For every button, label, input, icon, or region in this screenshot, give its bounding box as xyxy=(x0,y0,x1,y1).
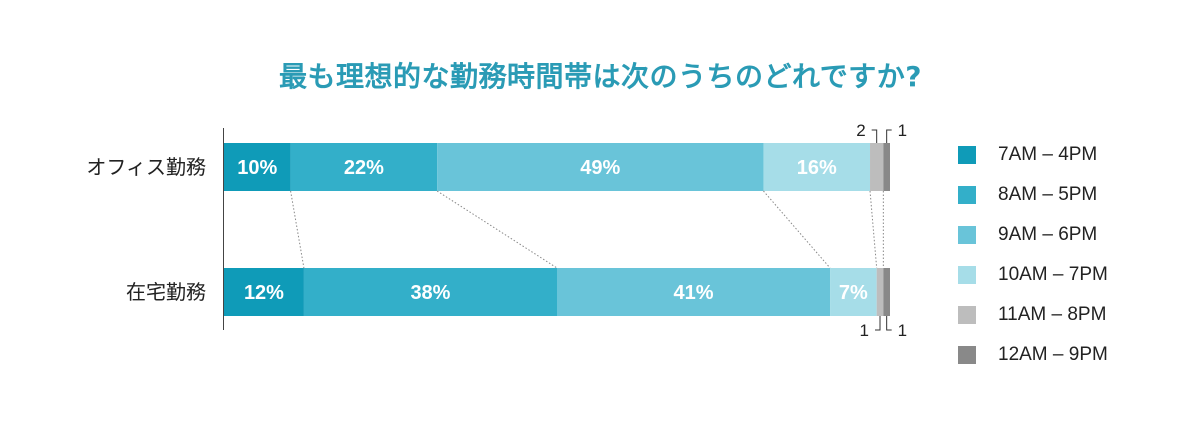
legend-swatch xyxy=(958,226,976,244)
legend-label: 11AM – 8PM xyxy=(998,304,1107,325)
callout-line xyxy=(886,316,892,331)
category-label: オフィス勤務 xyxy=(86,155,206,179)
data-label: 1 xyxy=(898,121,907,140)
bar-segment xyxy=(303,268,557,316)
connector-line xyxy=(290,190,305,269)
connector-line xyxy=(869,190,878,269)
data-label: 22% xyxy=(344,157,384,179)
bar-segment xyxy=(870,143,884,191)
legend-item: 8AM – 5PM xyxy=(958,184,1108,205)
bar-segment xyxy=(763,143,871,191)
legend-swatch xyxy=(958,266,976,284)
bar-segment xyxy=(290,143,438,191)
data-label: 1 xyxy=(860,321,869,340)
bar-segment xyxy=(883,143,890,191)
connector-line xyxy=(436,190,558,269)
callout-line xyxy=(886,129,892,143)
chart-legend: 7AM – 4PM 8AM – 5PM 9AM – 6PM 10AM – 7PM 11A… xyxy=(958,144,1108,385)
data-label: 16% xyxy=(797,157,837,179)
legend-item: 7AM – 4PM xyxy=(958,144,1108,165)
legend-swatch xyxy=(958,146,976,164)
bar-segment xyxy=(876,268,884,316)
legend-item: 9AM – 6PM xyxy=(958,224,1108,245)
data-label: 1 xyxy=(898,321,907,340)
data-label: 41% xyxy=(674,282,714,304)
chart-title: 最も理想的な勤務時間帯は次のうちのどれですか? xyxy=(279,60,922,93)
callout-line xyxy=(875,316,881,331)
bar-segment xyxy=(437,143,764,191)
legend-label: 10AM – 7PM xyxy=(998,264,1108,285)
legend-swatch xyxy=(958,306,976,324)
bar-segment xyxy=(224,143,291,191)
data-label: 2 xyxy=(856,121,865,140)
legend-swatch xyxy=(958,186,976,204)
legend-label: 9AM – 6PM xyxy=(998,224,1098,245)
legend-swatch xyxy=(958,346,976,364)
category-label: 在宅勤務 xyxy=(126,280,206,304)
connector-line xyxy=(763,190,831,269)
data-label: 12% xyxy=(244,282,284,304)
data-label: 7% xyxy=(839,282,868,304)
legend-label: 12AM – 9PM xyxy=(998,344,1108,365)
legend-item: 10AM – 7PM xyxy=(958,264,1108,285)
legend-label: 7AM – 4PM xyxy=(998,144,1098,165)
data-label: 49% xyxy=(580,157,620,179)
data-label: 38% xyxy=(410,282,450,304)
legend-label: 8AM – 5PM xyxy=(998,184,1098,205)
bar-segment xyxy=(224,268,304,316)
bar-segment xyxy=(557,268,831,316)
callout-line xyxy=(871,129,878,143)
legend-item: 12AM – 9PM xyxy=(958,344,1108,365)
bar-segment xyxy=(830,268,877,316)
legend-item: 11AM – 8PM xyxy=(958,304,1108,325)
bar-segment xyxy=(883,268,890,316)
data-label: 10% xyxy=(237,157,277,179)
